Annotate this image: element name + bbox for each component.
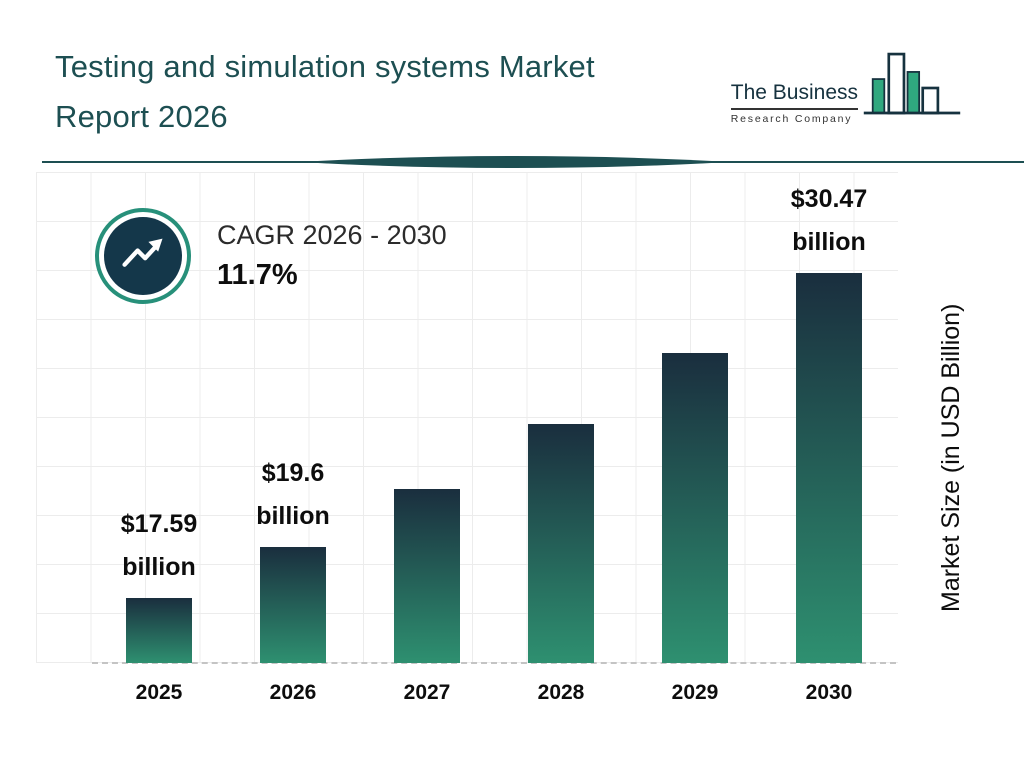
cagr-text: CAGR 2026 - 2030 11.7% bbox=[217, 220, 447, 292]
cagr-value: 11.7% bbox=[217, 259, 298, 291]
bar-value-label-2026: $19.6 billion bbox=[256, 458, 330, 531]
bar-value-label-2030: $30.47 billion bbox=[790, 184, 868, 257]
axis-label-2030: 2030 bbox=[805, 681, 853, 704]
bar-group-2027: 2027 bbox=[360, 172, 494, 704]
company-logo: The Business Research Company bbox=[730, 52, 962, 126]
bar-2027 bbox=[394, 489, 460, 663]
bar-group-2026: $19.6 billion 2026 bbox=[226, 172, 360, 705]
axis-label-2025: 2025 bbox=[135, 681, 183, 704]
bar-group-2025: $17.59 billion 2025 bbox=[92, 172, 226, 705]
bar-2025 bbox=[126, 598, 192, 663]
trend-up-icon bbox=[104, 217, 182, 295]
bar-group-2030: $30.47 billion 2030 bbox=[762, 172, 896, 705]
axis-label-2028: 2028 bbox=[537, 681, 585, 704]
logo-subtitle: Research Company bbox=[730, 113, 853, 125]
y-axis-label: Market Size (in USD Billion) bbox=[937, 303, 965, 613]
logo-name: The Business bbox=[730, 81, 858, 110]
bar-2028 bbox=[528, 424, 594, 663]
cagr-badge: CAGR 2026 - 2030 11.7% bbox=[95, 208, 447, 304]
bar-chart: $17.59 billion 2025 $19.6 billion 2026 2027 202… bbox=[92, 172, 896, 705]
page-title: Testing and simulation systems Market Re… bbox=[55, 42, 595, 141]
company-logo-text: The Business Research Company bbox=[730, 67, 858, 125]
axis-label-2026: 2026 bbox=[269, 681, 317, 704]
bar-2030 bbox=[796, 273, 862, 663]
axis-label-2029: 2029 bbox=[671, 681, 719, 704]
cagr-icon-ring bbox=[95, 208, 191, 304]
chart-baseline-dashed bbox=[92, 662, 896, 664]
bar-value-label-2025: $17.59 billion bbox=[120, 509, 198, 582]
cagr-label: CAGR 2026 - 2030 bbox=[217, 220, 447, 250]
divider-lens-shape bbox=[300, 156, 730, 168]
bar-group-2028: 2028 bbox=[494, 172, 628, 704]
title-line-1: Testing and simulation systems Market bbox=[55, 49, 595, 84]
logo-bar-chart-icon bbox=[863, 52, 961, 115]
bar-group-2029: 2029 bbox=[628, 172, 762, 704]
bar-2026 bbox=[260, 547, 326, 663]
bar-2029 bbox=[662, 353, 728, 663]
title-line-2: Report 2026 bbox=[55, 98, 228, 134]
axis-label-2027: 2027 bbox=[403, 681, 451, 704]
